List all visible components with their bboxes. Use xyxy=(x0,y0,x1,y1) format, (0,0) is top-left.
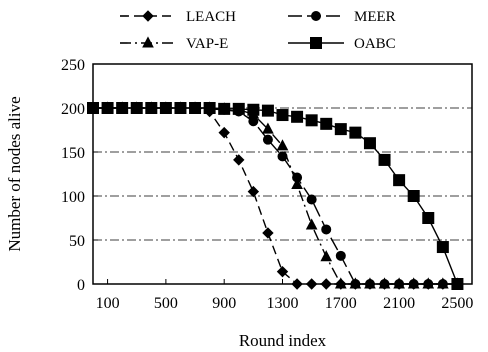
y-tick-label-150: 150 xyxy=(61,145,85,162)
point-oabc-100 xyxy=(101,102,114,114)
point-vap-e-1800 xyxy=(349,277,362,289)
point-meer-1500 xyxy=(306,194,317,205)
x-tick-label-100: 100 xyxy=(96,295,120,312)
legend-item-leach: LEACH xyxy=(120,9,236,25)
point-vap-e-1900 xyxy=(364,277,376,289)
point-vap-e-2000 xyxy=(378,277,391,289)
y-tick-label-250: 250 xyxy=(61,57,85,74)
point-leach-1300 xyxy=(276,265,289,278)
y-tick-label-50: 50 xyxy=(69,233,85,250)
point-vap-e-1600 xyxy=(320,250,333,262)
legend-item-oabc: OABC xyxy=(288,36,396,52)
point-oabc-1100 xyxy=(247,103,260,116)
y-tick-label-0: 0 xyxy=(77,277,85,294)
point-meer-1700 xyxy=(335,250,346,261)
x-tick-label-1300: 1300 xyxy=(267,295,299,312)
x-axis-label: Round index xyxy=(239,331,327,350)
point-oabc-400 xyxy=(145,102,158,114)
x-tick-label-1700: 1700 xyxy=(325,295,357,312)
point-oabc-2300 xyxy=(422,212,435,224)
series-group xyxy=(87,101,464,290)
gridlines xyxy=(93,107,472,241)
point-vap-e-1300 xyxy=(276,139,289,151)
x-tick-label-900: 900 xyxy=(212,295,236,312)
point-oabc-1400 xyxy=(291,110,304,123)
point-oabc-1500 xyxy=(305,114,318,127)
point-oabc-1700 xyxy=(334,123,347,136)
point-vap-e-2200 xyxy=(407,277,420,289)
legend: LEACH MEER VAP-E OABC xyxy=(120,9,396,52)
point-oabc-800 xyxy=(203,102,216,114)
legend-item-meer: MEER xyxy=(288,9,396,25)
x-tick-label-500: 500 xyxy=(154,295,178,312)
legend-marker-meer xyxy=(311,11,321,21)
point-oabc-2200 xyxy=(407,190,420,202)
legend-marker-vap-e xyxy=(142,36,154,48)
point-oabc-1300 xyxy=(276,109,289,122)
point-oabc-1000 xyxy=(232,102,245,115)
point-oabc-1600 xyxy=(320,117,333,130)
series-vap-e xyxy=(87,101,464,289)
point-vap-e-1700 xyxy=(334,277,347,289)
point-oabc-1900 xyxy=(363,137,376,150)
series-oabc xyxy=(87,102,464,290)
point-oabc-0 xyxy=(87,102,99,114)
point-oabc-200 xyxy=(116,102,129,114)
x-tick-label-2100: 2100 xyxy=(383,295,415,312)
y-tick-label-200: 200 xyxy=(61,101,85,118)
legend-label-vap-e: VAP-E xyxy=(186,36,228,52)
point-oabc-500 xyxy=(159,102,172,114)
y-tick-label-100: 100 xyxy=(61,189,85,206)
point-leach-900 xyxy=(218,126,230,139)
point-vap-e-2300 xyxy=(422,277,435,289)
point-oabc-1200 xyxy=(261,104,274,117)
axis-ticks: 0 50 100 150 200 250 100 500 900 1300 1700 2100 2500 xyxy=(61,57,473,312)
point-oabc-600 xyxy=(174,102,187,114)
point-oabc-2500 xyxy=(451,278,464,290)
point-leach-1000 xyxy=(233,154,245,166)
legend-marker-oabc xyxy=(310,37,322,49)
series-line-vap-e xyxy=(93,107,458,285)
legend-label-oabc: OABC xyxy=(354,36,396,52)
point-leach-1200 xyxy=(262,227,274,239)
point-leach-1500 xyxy=(305,278,318,290)
point-vap-e-2400 xyxy=(437,277,449,289)
point-oabc-2100 xyxy=(393,174,406,187)
point-leach-1100 xyxy=(247,185,260,198)
point-oabc-2400 xyxy=(436,241,449,254)
point-vap-e-2100 xyxy=(393,277,405,289)
point-meer-1600 xyxy=(321,224,332,235)
y-axis-label: Number of nodes alive xyxy=(5,96,24,251)
point-oabc-2000 xyxy=(378,153,391,166)
point-oabc-700 xyxy=(189,102,202,114)
point-vap-e-1500 xyxy=(305,218,318,230)
legend-item-vap-e: VAP-E xyxy=(120,36,228,52)
point-oabc-1800 xyxy=(349,126,362,139)
point-leach-1600 xyxy=(320,278,332,290)
point-meer-1200 xyxy=(262,134,273,145)
point-leach-1400 xyxy=(291,278,303,290)
legend-marker-leach xyxy=(142,10,154,22)
x-tick-label-2500: 2500 xyxy=(441,295,473,312)
plot-area-frame xyxy=(92,63,473,285)
point-oabc-900 xyxy=(218,102,231,115)
point-vap-e-1400 xyxy=(291,177,303,190)
point-vap-e-1200 xyxy=(262,122,274,134)
point-oabc-300 xyxy=(130,102,143,114)
legend-label-meer: MEER xyxy=(354,9,396,25)
legend-label-leach: LEACH xyxy=(186,9,236,25)
